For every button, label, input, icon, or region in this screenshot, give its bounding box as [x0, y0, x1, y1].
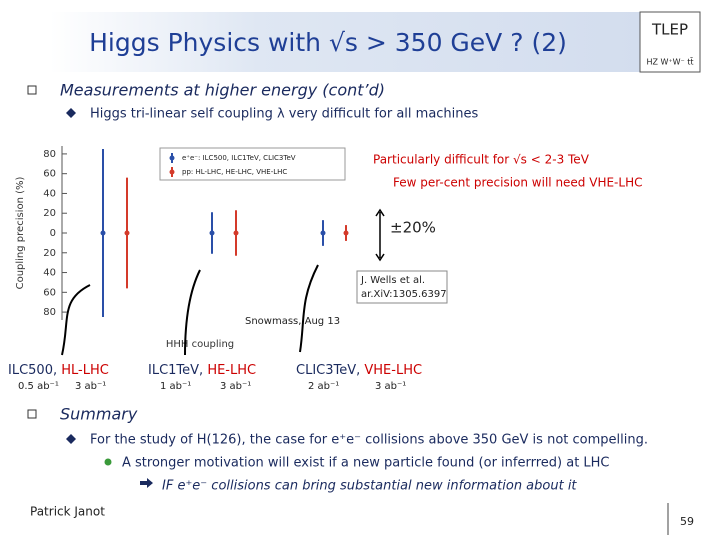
- y-tick-label: 40: [43, 188, 56, 199]
- point: [124, 230, 130, 236]
- machine-label: ILC500, HL-LHC: [8, 363, 109, 378]
- author: Patrick Janot: [30, 505, 105, 519]
- legend-swatch: [169, 169, 175, 175]
- legend: [159, 147, 346, 181]
- arrow-icon: [140, 478, 153, 488]
- y-tick-label: 40: [43, 268, 56, 279]
- page-number: 59: [680, 515, 694, 528]
- reference: J. Wells et al.: [360, 275, 425, 286]
- y-tick-label: 60: [43, 287, 56, 298]
- bullet-icon: [27, 409, 37, 419]
- legend-swatch: [169, 155, 175, 161]
- point: [320, 230, 326, 236]
- point: [209, 230, 215, 236]
- y-tick-label: 20: [43, 208, 56, 219]
- machine-label: CLIC3TeV, VHE-LHC: [296, 363, 422, 378]
- machine-label: ILC1TeV, HE-LHC: [148, 363, 256, 378]
- luminosity: 3 ab⁻¹: [375, 381, 406, 392]
- bullet-icon: [66, 108, 76, 118]
- luminosity: 3 ab⁻¹: [220, 381, 251, 392]
- note-box: [240, 311, 336, 329]
- annotation: Snowmass, Aug 13: [245, 316, 340, 327]
- legend-label: pp: HL-LHC, HE-LHC, VHE-LHC: [182, 168, 287, 176]
- luminosity: 2 ab⁻¹: [308, 381, 339, 392]
- logo-sub: HZ W⁺W⁻ tt̄: [646, 56, 693, 66]
- reference: ar.XiV:1305.6397: [361, 289, 447, 300]
- title-bar: [50, 12, 640, 72]
- logo-box: [639, 11, 701, 73]
- x-axis-label: HHH coupling: [166, 339, 234, 350]
- point: [100, 230, 106, 236]
- luminosity: 0.5 ab⁻¹: [18, 381, 59, 392]
- bracket: [375, 208, 385, 262]
- annotation: Few per-cent precision will need VHE-LHC: [393, 176, 642, 190]
- section-heading: Summary: [60, 405, 138, 424]
- y-tick-label: 80: [43, 307, 56, 318]
- point: [343, 230, 349, 236]
- y-tick-label: 60: [43, 169, 56, 180]
- bullet-icon: [66, 434, 76, 444]
- annotation: ±20%: [390, 219, 436, 237]
- y-tick-label: 80: [43, 149, 56, 160]
- bullet-text: Higgs tri-linear self coupling λ very di…: [90, 107, 479, 122]
- y-tick-label: 20: [43, 248, 56, 259]
- y-tick-label: 0: [50, 228, 56, 239]
- bullet-icon: [27, 85, 37, 95]
- bullet-text: IF e⁺e⁻ collisions can bring substantial…: [162, 479, 577, 494]
- chart: Coupling precision (%) HHH coupling Part…: [15, 146, 642, 356]
- logo: TLEP: [651, 21, 688, 39]
- legend-label: e⁺e⁻: ILC500, ILC1TeV, CLIC3TeV: [182, 154, 296, 162]
- luminosity: 1 ab⁻¹: [160, 381, 191, 392]
- slide-title: Higgs Physics with √s > 350 GeV ? (2): [89, 28, 567, 57]
- annotation: Particularly difficult for √s < 2-3 TeV: [373, 153, 590, 167]
- bullet-text: For the study of H(126), the case for e⁺…: [90, 433, 648, 448]
- bullet-text: A stronger motivation will exist if a ne…: [122, 456, 610, 471]
- y-axis-label: Coupling precision (%): [15, 177, 26, 290]
- reference-box: [356, 270, 448, 304]
- bullet-icon: [104, 458, 112, 466]
- section-heading: Measurements at higher energy (cont’d): [60, 81, 385, 100]
- luminosity: 3 ab⁻¹: [75, 381, 106, 392]
- pointer: [61, 264, 319, 356]
- point: [233, 230, 239, 236]
